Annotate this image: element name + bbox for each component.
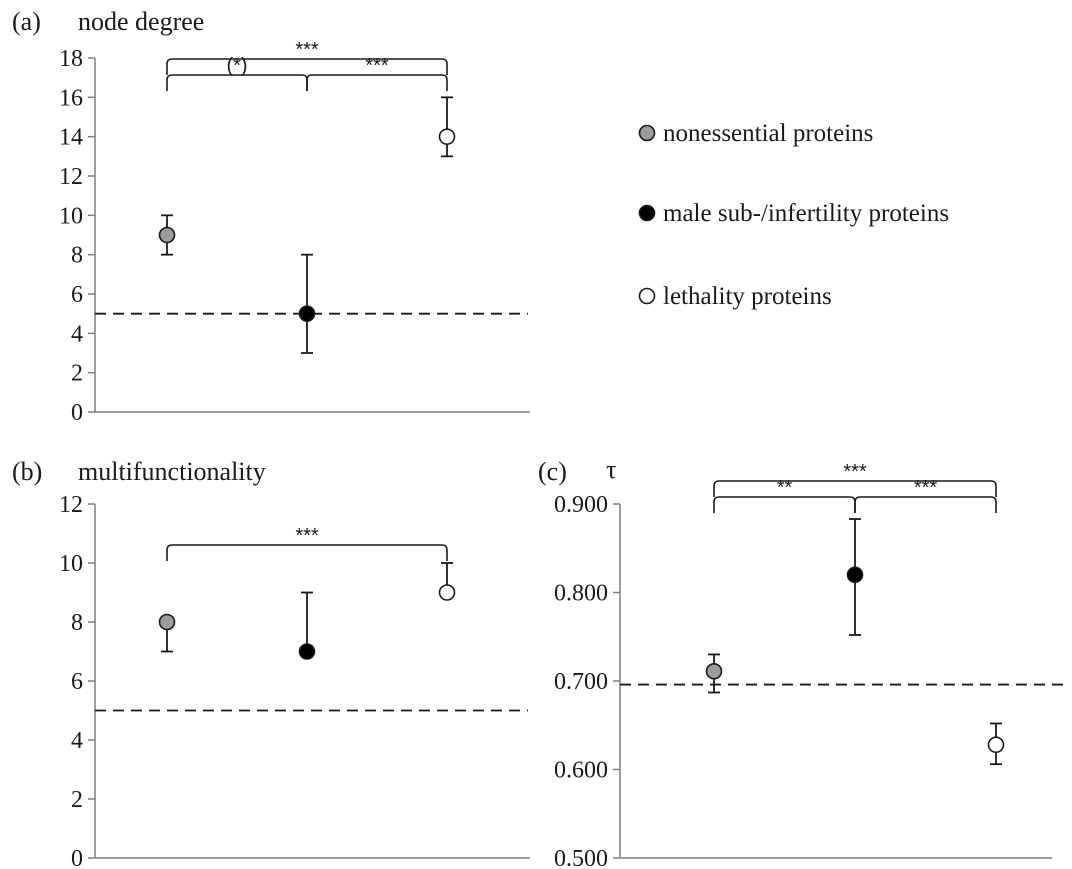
significance-label: (*) bbox=[226, 55, 247, 77]
y-tick-label: 10 bbox=[59, 203, 83, 229]
legend-label: male sub-/infertility proteins bbox=[663, 200, 949, 227]
y-tick-label: 2 bbox=[71, 787, 83, 813]
significance-label: ** bbox=[777, 477, 793, 499]
y-tick-label: 0.700 bbox=[554, 669, 608, 695]
y-tick-label: 0.800 bbox=[554, 581, 608, 607]
y-tick-label: 10 bbox=[59, 551, 83, 577]
panel-letter: (a) bbox=[12, 7, 41, 36]
significance-label: *** bbox=[295, 39, 319, 61]
data-point bbox=[438, 128, 456, 145]
significance-label: *** bbox=[365, 55, 389, 77]
significance-bracket bbox=[713, 480, 997, 497]
legend-marker bbox=[638, 204, 656, 222]
data-point bbox=[158, 613, 176, 631]
legend-label: lethality proteins bbox=[663, 283, 832, 310]
y-tick-label: 0 bbox=[71, 400, 83, 426]
panel-letter: (b) bbox=[12, 457, 42, 486]
panel-title: multifunctionality bbox=[78, 457, 266, 486]
panel-letter: (c) bbox=[538, 457, 567, 486]
significance-bracket bbox=[713, 496, 856, 513]
significance-bracket bbox=[166, 544, 448, 561]
y-tick-label: 0 bbox=[71, 846, 83, 869]
y-tick-label: 6 bbox=[71, 282, 83, 308]
y-tick-label: 4 bbox=[71, 728, 83, 754]
y-tick-label: 6 bbox=[71, 669, 83, 695]
data-point bbox=[438, 584, 456, 601]
significance-bracket bbox=[166, 74, 308, 91]
y-tick-label: 18 bbox=[59, 46, 83, 72]
y-tick-label: 12 bbox=[59, 492, 83, 518]
y-tick-label: 8 bbox=[71, 243, 83, 269]
y-tick-label: 12 bbox=[59, 164, 83, 190]
panel-title: τ bbox=[606, 455, 616, 484]
data-point bbox=[846, 566, 864, 584]
y-tick-label: 0.600 bbox=[554, 758, 608, 784]
significance-bracket bbox=[166, 58, 448, 75]
legend-marker bbox=[638, 287, 656, 305]
y-tick-label: 14 bbox=[59, 125, 83, 151]
y-tick-label: 8 bbox=[71, 610, 83, 636]
legend-marker bbox=[638, 124, 656, 142]
y-tick-label: 2 bbox=[71, 361, 83, 387]
significance-bracket bbox=[306, 74, 448, 91]
y-tick-label: 4 bbox=[71, 321, 83, 347]
data-point bbox=[298, 305, 316, 322]
panel-title: node degree bbox=[78, 7, 204, 36]
significance-label: *** bbox=[295, 525, 319, 547]
data-point bbox=[705, 662, 723, 680]
significance-label: *** bbox=[914, 477, 938, 499]
data-point bbox=[987, 736, 1005, 754]
y-tick-label: 16 bbox=[59, 85, 83, 111]
y-tick-label: 0.500 bbox=[554, 846, 608, 869]
y-tick-label: 0.900 bbox=[554, 492, 608, 518]
significance-bracket bbox=[854, 496, 997, 513]
legend-label: nonessential proteins bbox=[663, 120, 873, 147]
significance-label: *** bbox=[843, 461, 867, 483]
data-point bbox=[298, 643, 316, 660]
data-point bbox=[158, 226, 176, 244]
